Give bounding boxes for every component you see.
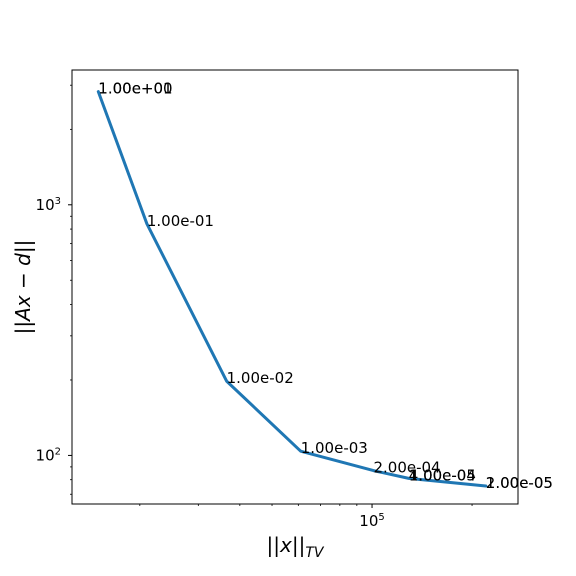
point-label: 2.00e-04: [373, 459, 440, 477]
plot-area-frame: [71, 69, 519, 505]
point-label: 4.00e-05: [409, 466, 476, 484]
point-label: 1.00e-05: [486, 474, 553, 492]
point-label: 1.00e+00: [98, 80, 172, 98]
x-axis-title: ||x||TV: [267, 533, 325, 561]
y-tick-label: 102: [36, 446, 61, 464]
point-label: 1.00e+01: [98, 80, 172, 98]
series-line-group: [96, 90, 488, 488]
y-tick-label: 103: [36, 196, 61, 214]
y-axis-title: ||Ax − d||: [11, 240, 35, 335]
point-label: 1.00e-01: [147, 212, 214, 230]
series-line: [96, 90, 488, 488]
major-ticks: 105 102 103: [36, 196, 385, 530]
point-labels: 1.00e+011.00e+00 1.00e-01 1.00e-02 1.00e-03…: [98, 80, 553, 492]
point-label: 2.00e-05: [486, 474, 553, 492]
point-label: 1.00e-04: [409, 466, 476, 484]
point-label: 1.00e-03: [301, 439, 368, 457]
point-label: 1.00e-02: [227, 369, 294, 387]
x-tick-label: 105: [359, 512, 384, 530]
